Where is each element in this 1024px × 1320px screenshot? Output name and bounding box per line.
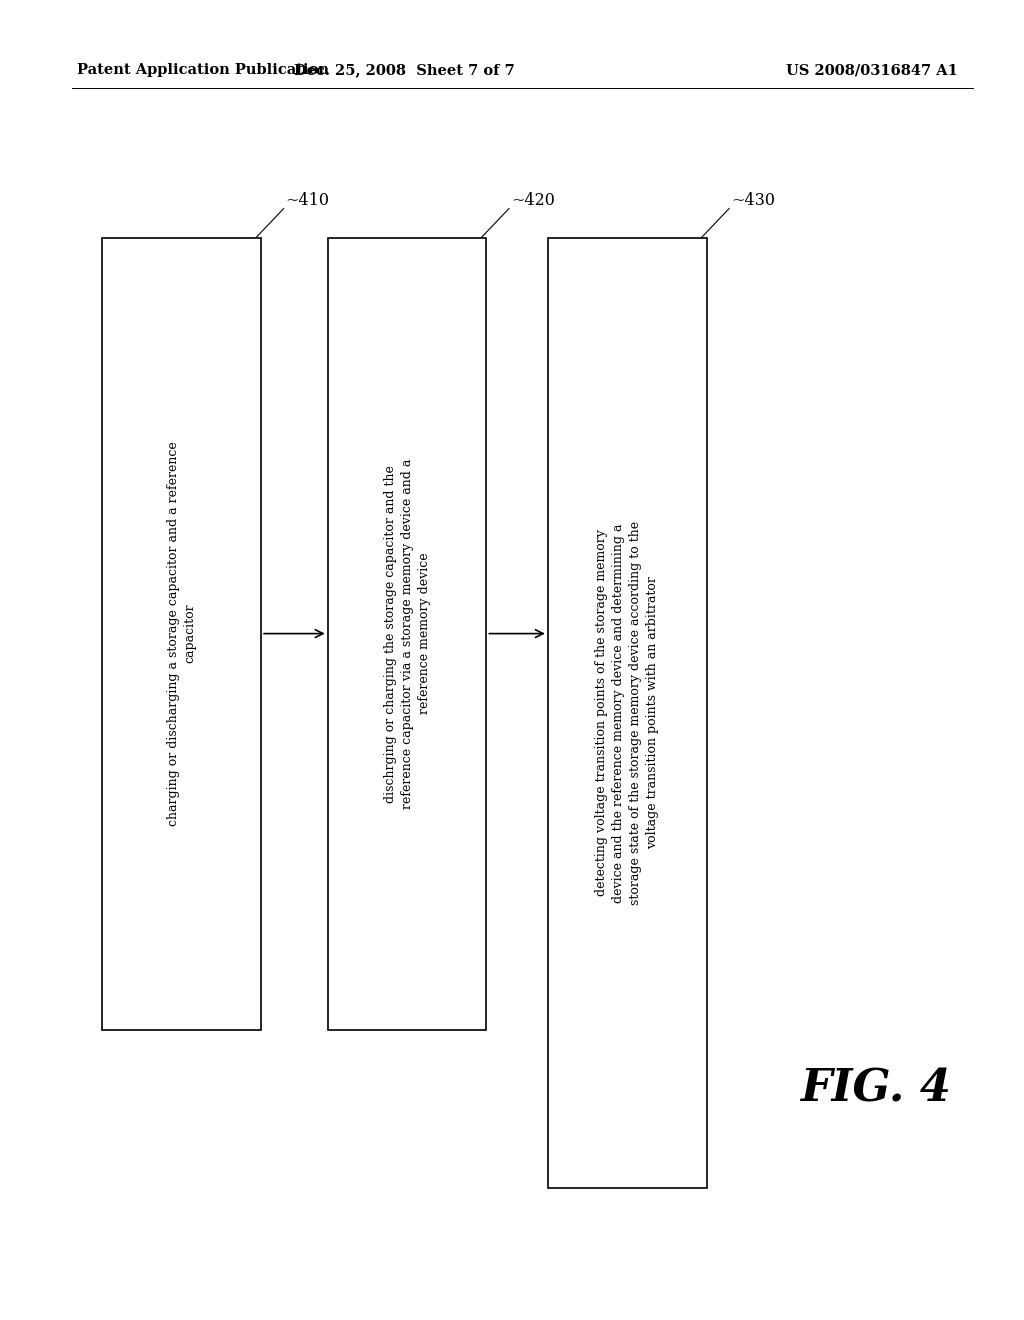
Text: charging or discharging a storage capacitor and a reference
capacitor: charging or discharging a storage capaci… <box>167 441 197 826</box>
Text: ~430: ~430 <box>731 191 775 209</box>
Bar <box>548 238 707 1188</box>
Text: US 2008/0316847 A1: US 2008/0316847 A1 <box>785 63 957 78</box>
Text: detecting voltage transition points of the storage memory
device and the referen: detecting voltage transition points of t… <box>595 520 659 906</box>
Bar <box>328 238 486 1030</box>
Text: Dec. 25, 2008  Sheet 7 of 7: Dec. 25, 2008 Sheet 7 of 7 <box>294 63 515 78</box>
Bar <box>102 238 261 1030</box>
Text: FIG. 4: FIG. 4 <box>800 1068 951 1110</box>
Text: dischrging or charging the storage capacitor and the
reference capacitor via a s: dischrging or charging the storage capac… <box>384 458 430 809</box>
Text: ~410: ~410 <box>286 191 330 209</box>
Text: Patent Application Publication: Patent Application Publication <box>77 63 329 78</box>
Text: ~420: ~420 <box>511 191 555 209</box>
